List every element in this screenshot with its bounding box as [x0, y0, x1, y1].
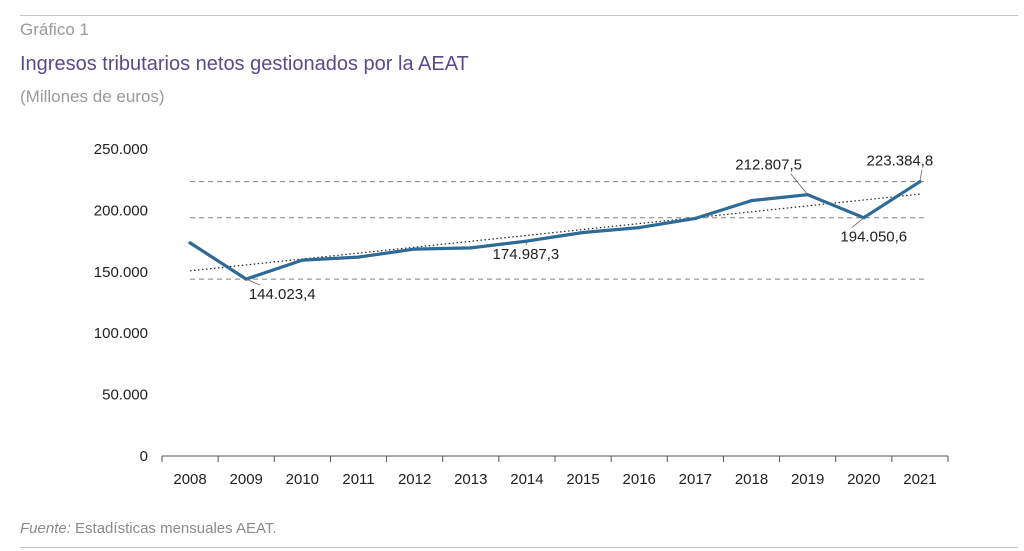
chart-title: Ingresos tributarios netos gestionados p…: [20, 53, 469, 75]
x-tick-label: 2020: [847, 471, 880, 488]
data-label-leader: [851, 217, 865, 229]
x-tick-label: 2018: [735, 471, 768, 488]
data-label: 212.807,5: [735, 157, 802, 174]
data-label: 194.050,6: [840, 229, 907, 246]
x-tick-label: 2016: [623, 471, 656, 488]
data-point: [188, 241, 192, 245]
x-tick-label: 2012: [398, 471, 431, 488]
data-point: [749, 198, 754, 203]
data-label: 223.384,8: [867, 153, 934, 170]
bottom-rule: [20, 547, 1018, 548]
figure-label: Gráfico 1: [20, 20, 89, 39]
x-tick-label: 2013: [454, 471, 487, 488]
data-point: [413, 247, 417, 251]
x-tick-label: 2009: [230, 471, 263, 488]
data-label-leader: [790, 173, 808, 195]
x-tick-label: 2008: [173, 471, 206, 488]
data-label-leader: [246, 278, 261, 286]
y-tick-label: 50.000: [102, 387, 148, 404]
top-rule: [20, 15, 1018, 16]
x-tick-label: 2019: [791, 471, 824, 488]
y-tick-label: 250.000: [94, 141, 148, 158]
data-label-leader: [525, 241, 528, 246]
data-label: 174.987,3: [493, 246, 560, 263]
y-tick-label: 0: [140, 448, 148, 465]
source-note: Fuente: Estadísticas mensuales AEAT.: [20, 520, 277, 537]
chart-subtitle: (Millones de euros): [20, 87, 165, 106]
series-line: [188, 180, 922, 281]
x-tick-label: 2017: [679, 471, 712, 488]
x-tick-label: 2014: [510, 471, 543, 488]
data-point: [300, 258, 304, 262]
data-label: 144.023,4: [249, 286, 316, 303]
x-tick-label: 2011: [342, 471, 374, 488]
data-label-leader: [919, 169, 923, 182]
y-tick-label: 200.000: [94, 202, 148, 219]
data-point: [637, 225, 641, 230]
data-point: [581, 230, 585, 235]
x-tick-label: 2015: [566, 471, 599, 488]
y-tick-label: 150.000: [94, 264, 148, 281]
data-point: [693, 216, 697, 220]
source-text: Estadísticas mensuales AEAT.: [70, 520, 277, 537]
source-label: Fuente:: [20, 520, 71, 537]
data-point: [244, 277, 248, 281]
x-tick-label: 2010: [286, 471, 319, 488]
data-point: [356, 255, 361, 259]
y-tick-label: 100.000: [94, 325, 148, 342]
data-point: [469, 246, 473, 250]
x-tick-label: 2021: [903, 471, 936, 488]
